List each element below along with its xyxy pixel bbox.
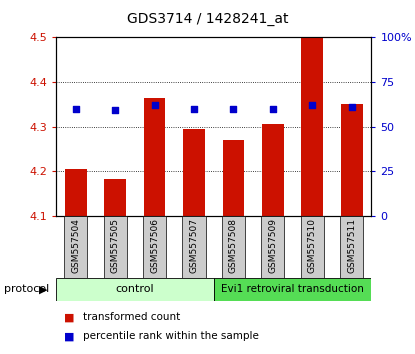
Bar [222,216,245,278]
Text: GSM557511: GSM557511 [347,218,356,273]
Point [190,106,198,112]
Text: GSM557505: GSM557505 [111,218,120,273]
Bar [300,216,324,278]
Point [112,108,119,113]
Bar [214,278,371,301]
Point [309,102,315,108]
Bar [182,216,206,278]
Text: Evi1 retroviral transduction: Evi1 retroviral transduction [221,284,364,295]
Bar [261,216,285,278]
Bar [104,179,126,216]
Text: ■: ■ [64,331,75,341]
Text: GSM557507: GSM557507 [190,218,198,273]
Bar [144,97,166,216]
Text: ▶: ▶ [39,284,48,295]
Text: protocol: protocol [4,284,49,295]
Text: ■: ■ [64,312,75,322]
Bar [65,169,87,216]
Bar [222,140,244,216]
Point [270,106,276,112]
Bar [340,216,364,278]
Text: GDS3714 / 1428241_at: GDS3714 / 1428241_at [127,12,288,27]
Bar [262,124,284,216]
Bar [103,216,127,278]
Point [349,104,355,110]
Bar [143,216,166,278]
Bar [56,278,214,301]
Text: GSM557506: GSM557506 [150,218,159,273]
Text: control: control [115,284,154,295]
Text: transformed count: transformed count [83,312,180,322]
Bar [64,216,88,278]
Bar [301,37,323,216]
Text: GSM557504: GSM557504 [71,218,80,273]
Point [73,106,79,112]
Text: GSM557508: GSM557508 [229,218,238,273]
Bar [183,129,205,216]
Point [151,102,158,108]
Bar [341,104,363,216]
Text: GSM557509: GSM557509 [269,218,277,273]
Text: percentile rank within the sample: percentile rank within the sample [83,331,259,341]
Text: GSM557510: GSM557510 [308,218,317,273]
Point [230,106,237,112]
